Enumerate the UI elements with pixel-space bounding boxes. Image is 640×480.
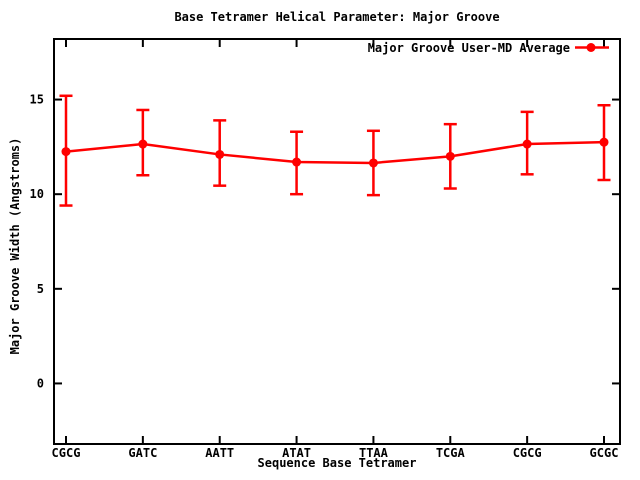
data-point (61, 147, 71, 157)
chart-title: Base Tetramer Helical Parameter: Major G… (174, 10, 500, 24)
x-tick-label: GCGC (590, 446, 619, 460)
data-point (445, 151, 455, 161)
x-tick-label: AATT (205, 446, 234, 460)
x-tick-label: CGCG (52, 446, 81, 460)
x-tick-label: ATAT (282, 446, 311, 460)
x-tick-label: CGCG (513, 446, 542, 460)
x-tick-label: TCGA (436, 446, 466, 460)
y-tick-label: 15 (30, 93, 44, 107)
series-line (65, 140, 605, 165)
data-point (138, 139, 148, 149)
x-tick-label: GATC (128, 446, 157, 460)
y-tick-label: 10 (30, 187, 44, 201)
data-point (522, 139, 532, 149)
y-tick-label: 5 (37, 282, 44, 296)
legend-point-sample (586, 43, 596, 52)
data-point (599, 137, 609, 147)
data-point (215, 149, 225, 159)
x-tick-label: TTAA (359, 446, 389, 460)
plot-border (53, 38, 621, 445)
data-point (368, 158, 378, 168)
data-point (292, 157, 302, 167)
legend-label: Major Groove User-MD Average (367, 41, 570, 55)
y-tick-label: 0 (37, 376, 44, 390)
x-axis-label: Sequence Base Tetramer (257, 456, 417, 470)
